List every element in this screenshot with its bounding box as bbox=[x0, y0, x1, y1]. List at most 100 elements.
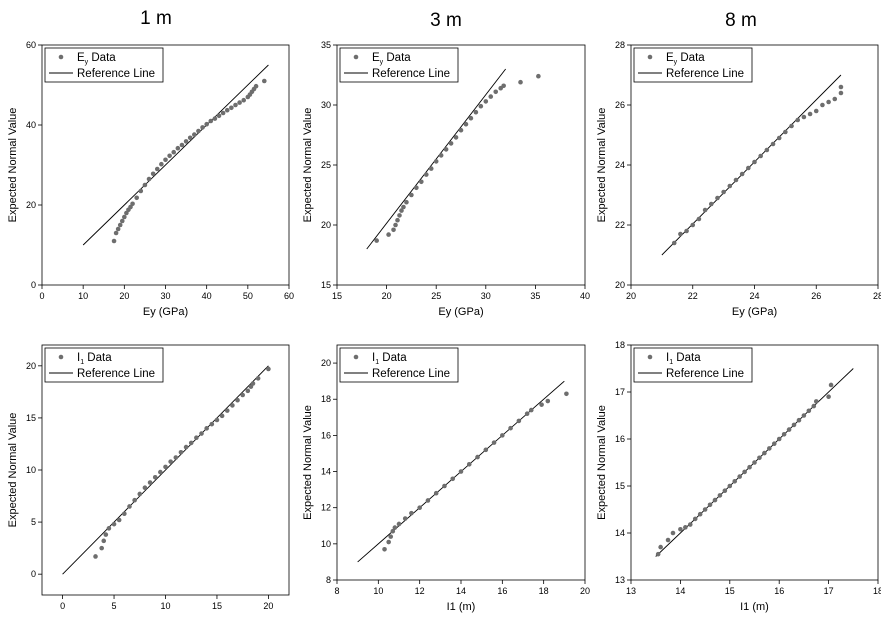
data-point bbox=[188, 440, 194, 446]
chart-panel-4: 0510152005101520I1 (m)Expected Normal Va… bbox=[7, 344, 290, 617]
data-point bbox=[458, 127, 464, 133]
data-point bbox=[137, 491, 143, 497]
data-point bbox=[545, 398, 551, 404]
legend: I1 Data Reference Line bbox=[633, 347, 753, 383]
x-tick-label: 8 bbox=[334, 586, 339, 596]
x-tick-label: 60 bbox=[284, 291, 294, 301]
data-point bbox=[178, 449, 184, 455]
reference-line bbox=[661, 74, 842, 256]
legend-reference-label: Reference Line bbox=[666, 368, 744, 380]
y-tick-label: 25 bbox=[321, 160, 331, 170]
data-point bbox=[508, 425, 513, 431]
y-tick-label: 15 bbox=[615, 481, 625, 491]
data-point bbox=[781, 432, 787, 437]
data-point bbox=[764, 147, 770, 153]
data-point bbox=[806, 408, 812, 414]
data-point bbox=[458, 469, 464, 474]
data-point bbox=[658, 544, 663, 550]
data-point bbox=[241, 97, 247, 103]
y-tick-label: 14 bbox=[615, 528, 625, 538]
legend-data-label: Ey Data bbox=[77, 52, 116, 66]
data-point bbox=[493, 89, 499, 95]
data-point bbox=[443, 147, 449, 152]
data-point bbox=[463, 121, 469, 127]
data-point bbox=[715, 195, 720, 201]
y-tick-label: 13 bbox=[615, 575, 625, 585]
chart-panel-1: 0 10 20 30 40 50 60 0 20 40 60 Ey (GPa) Expected Nor… bbox=[7, 40, 294, 318]
data-point bbox=[152, 474, 158, 480]
chart-panel-2: 15 20 25 30 35 40 15 20 25 30 35 Ey (GPa) Expected N… bbox=[302, 40, 590, 318]
data-point bbox=[838, 90, 844, 96]
legend-data-marker bbox=[353, 54, 359, 60]
data-point bbox=[147, 480, 153, 485]
data-point bbox=[739, 171, 745, 177]
data-point bbox=[762, 450, 767, 456]
x-tick-label: 25 bbox=[431, 291, 441, 301]
data-point bbox=[179, 142, 185, 148]
legend: I1 Data Reference Line bbox=[339, 347, 459, 383]
plot-frame bbox=[630, 344, 879, 581]
data-point bbox=[524, 411, 530, 416]
x-tick-label: 10 bbox=[160, 601, 170, 611]
data-point bbox=[696, 216, 702, 222]
data-point bbox=[752, 159, 757, 165]
y-axis-title: Expected Normal Value bbox=[596, 405, 608, 520]
data-point bbox=[770, 141, 776, 147]
y-tick-label: 17 bbox=[615, 387, 625, 397]
data-point bbox=[678, 231, 683, 237]
data-point bbox=[767, 446, 772, 451]
x-tick-label: 13 bbox=[626, 586, 636, 596]
legend: Ey Data Reference Line bbox=[44, 47, 164, 83]
x-tick-label: 20 bbox=[626, 291, 636, 301]
data-point bbox=[224, 408, 230, 413]
data-point bbox=[154, 166, 160, 172]
data-point bbox=[390, 528, 396, 534]
data-point bbox=[122, 511, 127, 517]
data-point bbox=[404, 199, 409, 205]
data-point bbox=[395, 217, 400, 223]
y-tick-label: 20 bbox=[321, 358, 331, 368]
data-point bbox=[702, 207, 708, 213]
y-tick-label: 14 bbox=[321, 467, 331, 477]
data-point bbox=[196, 128, 201, 134]
y-tick-label: 20 bbox=[26, 200, 36, 210]
y-tick-label: 60 bbox=[26, 40, 36, 50]
data-point bbox=[518, 79, 523, 85]
data-point bbox=[475, 454, 480, 460]
legend-data-label: I1 Data bbox=[666, 352, 701, 366]
data-point bbox=[374, 238, 379, 243]
legend-reference-label: Reference Line bbox=[77, 368, 155, 380]
legend: Ey Data Reference Line bbox=[633, 47, 753, 83]
x-tick-label: 12 bbox=[415, 586, 425, 596]
data-point bbox=[113, 230, 119, 236]
data-point bbox=[813, 399, 819, 404]
data-point bbox=[539, 402, 544, 407]
data-point bbox=[702, 507, 708, 512]
data-point bbox=[240, 392, 245, 398]
data-point bbox=[146, 176, 152, 182]
y-tick-label: 30 bbox=[321, 100, 331, 110]
data-point bbox=[500, 433, 505, 438]
legend-box bbox=[44, 47, 164, 83]
data-point bbox=[142, 485, 148, 491]
x-tick-label: 40 bbox=[202, 291, 212, 301]
data-point bbox=[783, 129, 788, 135]
x-tick-label: 30 bbox=[160, 291, 170, 301]
data-point bbox=[183, 139, 189, 144]
data-point bbox=[220, 110, 226, 116]
data-point bbox=[397, 213, 402, 218]
data-point bbox=[826, 394, 831, 400]
data-point bbox=[811, 403, 817, 409]
data-point bbox=[159, 161, 164, 167]
legend-data-marker bbox=[353, 354, 359, 360]
data-point bbox=[727, 183, 733, 189]
data-point bbox=[216, 113, 222, 119]
data-point bbox=[708, 201, 714, 207]
x-tick-label: 10 bbox=[78, 291, 88, 301]
data-point bbox=[235, 397, 240, 403]
data-point bbox=[483, 447, 489, 453]
legend-box bbox=[633, 47, 753, 83]
data-point bbox=[122, 214, 127, 220]
chart-panel-5: 8 10 12 14 16 18 20 8 10 12 14 16 18 20 I1 (m) Expected… bbox=[302, 344, 590, 613]
data-point bbox=[491, 440, 497, 445]
